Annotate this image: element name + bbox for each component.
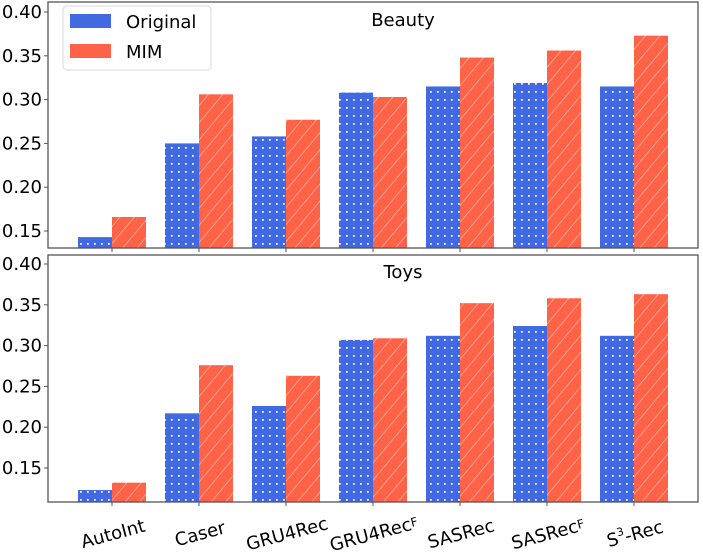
bar-original-s3-rec: [600, 335, 634, 502]
bars-beauty: [78, 35, 668, 249]
x-tick-label: SASRecF: [509, 514, 587, 554]
bar-original-caser: [165, 143, 199, 248]
bar-original-gru4rec: [252, 136, 286, 248]
bar-mim-s3-rec: [634, 294, 668, 502]
bar-mim-gru4rec: [286, 375, 320, 502]
bar-mim-autoint: [112, 216, 146, 248]
legend-label-mim: MIM: [126, 42, 162, 63]
y-tick-label: 0.20: [2, 417, 42, 438]
y-tick-label: 0.40: [2, 254, 42, 275]
bar-original-sasrec: [426, 86, 460, 249]
y-tick-label: 0.20: [2, 177, 42, 198]
bar-original-caser: [165, 413, 199, 502]
y-tick-label: 0.15: [2, 458, 42, 479]
y-tick-label: 0.25: [2, 133, 42, 154]
bar-mim-caser: [199, 94, 233, 249]
bar-original-gru4recf: [339, 92, 373, 248]
bar-mim-autoint: [112, 482, 146, 502]
bar-mim-caser: [199, 365, 233, 502]
bar-original-sasrec: [426, 335, 460, 502]
bar-original-gru4recf: [339, 339, 373, 502]
bar-original-autoint: [78, 490, 112, 502]
y-tick-label: 0.35: [2, 46, 42, 67]
x-ticks-beauty: [111, 248, 635, 252]
bar-original-sasrecf: [513, 326, 547, 502]
panel-beauty: 0.15 0.20 0.25 0.30 0.35 0.40 Beauty Original…: [2, 1, 699, 252]
x-tick-label: SASRec: [426, 515, 497, 553]
y-tick-label: 0.35: [2, 295, 42, 316]
bar-mim-gru4recf: [373, 338, 407, 502]
legend-swatch-mim: [70, 44, 111, 58]
y-tick-label: 0.15: [2, 221, 42, 242]
y-tick-label: 0.40: [2, 2, 42, 23]
y-axis-beauty: 0.15 0.20 0.25 0.30 0.35 0.40: [2, 2, 48, 242]
bar-original-autoint: [78, 237, 112, 248]
y-tick-label: 0.30: [2, 90, 42, 111]
y-tick-label: 0.30: [2, 336, 42, 357]
x-ticks-toys: [111, 502, 635, 506]
panel-title-beauty: Beauty: [371, 10, 435, 31]
bar-original-s3-rec: [600, 86, 634, 249]
bar-mim-sasrec: [460, 57, 494, 248]
x-tick-label: GRU4Rec: [244, 513, 330, 555]
bar-original-sasrecf: [513, 82, 547, 249]
bars-toys: [78, 294, 668, 502]
bar-original-gru4rec: [252, 405, 286, 502]
y-axis-toys: 0.15 0.20 0.25 0.30 0.35 0.40: [2, 254, 48, 479]
bar-mim-sasrec: [460, 303, 494, 502]
y-tick-label: 0.25: [2, 376, 42, 397]
panel-title-toys: Toys: [383, 262, 423, 283]
bar-mim-sasrecf: [547, 298, 581, 502]
bar-mim-sasrecf: [547, 50, 581, 248]
x-tick-label: GRU4RecF: [328, 512, 421, 555]
x-tick-label: AutoInt: [79, 516, 148, 553]
bar-mim-gru4rec: [286, 119, 320, 248]
panel-toys: 0.15 0.20 0.25 0.30 0.35 0.40 Toys: [2, 254, 699, 506]
legend: Original MIM: [62, 5, 212, 71]
legend-label-original: Original: [126, 12, 196, 33]
bar-mim-gru4recf: [373, 96, 407, 248]
legend-swatch-original: [70, 14, 111, 28]
bar-mim-s3-rec: [634, 35, 668, 248]
x-tick-label: Caser: [173, 517, 229, 551]
x-tick-label: S3-Rec: [604, 515, 666, 552]
